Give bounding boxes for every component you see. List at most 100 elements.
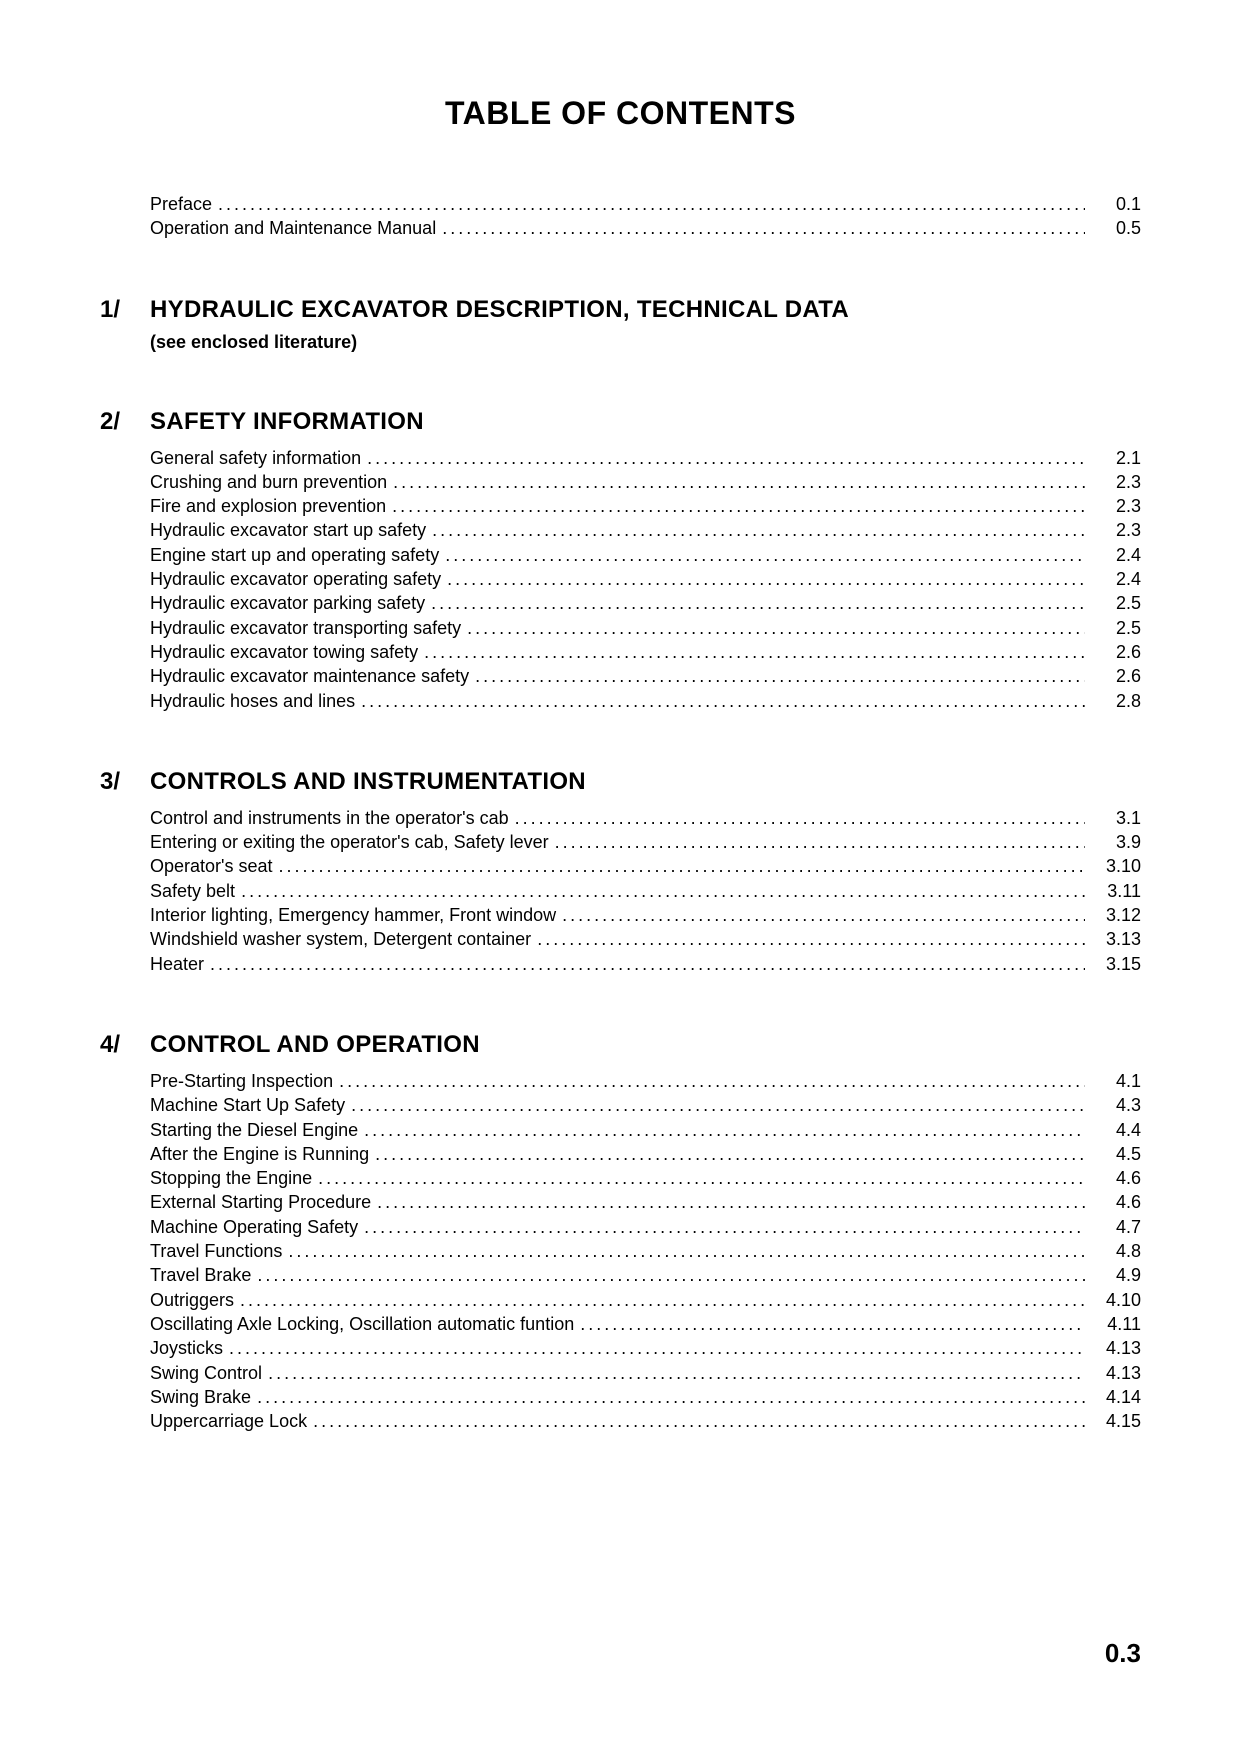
toc-row: Machine Start Up Safety.................… bbox=[150, 1093, 1141, 1117]
toc-entry-page: 3.1 bbox=[1091, 806, 1141, 830]
toc-row: Operator's seat.........................… bbox=[150, 854, 1141, 878]
toc-row: External Starting Procedure.............… bbox=[150, 1190, 1141, 1214]
section-number: 2/ bbox=[100, 408, 150, 436]
toc-entry-label: Travel Brake bbox=[150, 1263, 251, 1287]
toc-row: Starting the Diesel Engine..............… bbox=[150, 1118, 1141, 1142]
toc-leader: ........................................… bbox=[432, 518, 1085, 542]
toc-entry-page: 2.8 bbox=[1091, 689, 1141, 713]
toc-row: Joysticks...............................… bbox=[150, 1336, 1141, 1360]
toc-entry-page: 4.13 bbox=[1091, 1336, 1141, 1360]
toc-entry-label: Engine start up and operating safety bbox=[150, 543, 439, 567]
toc-entry-label: Hydraulic excavator operating safety bbox=[150, 567, 441, 591]
toc-leader: ........................................… bbox=[580, 1312, 1085, 1336]
document-title: TABLE OF CONTENTS bbox=[100, 95, 1141, 132]
toc-entry-page: 3.13 bbox=[1091, 927, 1141, 951]
toc-row: Swing Control...........................… bbox=[150, 1361, 1141, 1385]
toc-entry-page: 0.5 bbox=[1091, 216, 1141, 240]
toc-section: 4/CONTROL AND OPERATION Pre-Starting Insp… bbox=[100, 1031, 1141, 1433]
toc-entry-label: Crushing and burn prevention bbox=[150, 470, 387, 494]
toc-leader: ........................................… bbox=[367, 446, 1085, 470]
toc-entry-label: Hydraulic excavator start up safety bbox=[150, 518, 426, 542]
toc-leader: ........................................… bbox=[257, 1263, 1085, 1287]
toc-entry-label: Swing Brake bbox=[150, 1385, 251, 1409]
section-title: CONTROLS AND INSTRUMENTATION bbox=[150, 768, 586, 796]
toc-row: Safety belt.............................… bbox=[150, 879, 1141, 903]
toc-row: Machine Operating Safety................… bbox=[150, 1215, 1141, 1239]
toc-entry-page: 3.10 bbox=[1091, 854, 1141, 878]
toc-entry-label: After the Engine is Running bbox=[150, 1142, 369, 1166]
toc-leader: ........................................… bbox=[431, 591, 1085, 615]
toc-entry-label: Interior lighting, Emergency hammer, Fro… bbox=[150, 903, 556, 927]
toc-entry-label: External Starting Procedure bbox=[150, 1190, 371, 1214]
toc-leader: ........................................… bbox=[313, 1409, 1085, 1433]
toc-entry-page: 2.1 bbox=[1091, 446, 1141, 470]
section-entries: Pre-Starting Inspection.................… bbox=[150, 1069, 1141, 1433]
toc-row: Pre-Starting Inspection.................… bbox=[150, 1069, 1141, 1093]
toc-entry-label: Joysticks bbox=[150, 1336, 223, 1360]
toc-row: Engine start up and operating safety....… bbox=[150, 543, 1141, 567]
toc-row: General safety information..............… bbox=[150, 446, 1141, 470]
toc-entry-label: Operator's seat bbox=[150, 854, 273, 878]
section-number: 4/ bbox=[100, 1031, 150, 1059]
toc-row: Operation and Maintenance Manual........… bbox=[150, 216, 1141, 240]
toc-entry-label: Operation and Maintenance Manual bbox=[150, 216, 436, 240]
toc-leader: ........................................… bbox=[392, 494, 1085, 518]
toc-entry-label: Swing Control bbox=[150, 1361, 262, 1385]
toc-entry-page: 4.10 bbox=[1091, 1288, 1141, 1312]
toc-entry-page: 4.15 bbox=[1091, 1409, 1141, 1433]
toc-entry-label: Uppercarriage Lock bbox=[150, 1409, 307, 1433]
toc-row: Stopping the Engine.....................… bbox=[150, 1166, 1141, 1190]
toc-entry-label: Entering or exiting the operator's cab, … bbox=[150, 830, 549, 854]
toc-leader: ........................................… bbox=[375, 1142, 1085, 1166]
section-title: HYDRAULIC EXCAVATOR DESCRIPTION, TECHNIC… bbox=[150, 296, 849, 324]
toc-row: Fire and explosion prevention...........… bbox=[150, 494, 1141, 518]
toc-entry-page: 2.6 bbox=[1091, 664, 1141, 688]
toc-entry-label: Starting the Diesel Engine bbox=[150, 1118, 358, 1142]
toc-entry-label: Heater bbox=[150, 952, 204, 976]
section-number: 3/ bbox=[100, 768, 150, 796]
toc-leader: ........................................… bbox=[442, 216, 1085, 240]
toc-leader: ........................................… bbox=[229, 1336, 1085, 1360]
toc-entry-page: 4.8 bbox=[1091, 1239, 1141, 1263]
toc-row: Hydraulic excavator towing safety.......… bbox=[150, 640, 1141, 664]
toc-entry-label: General safety information bbox=[150, 446, 361, 470]
front-matter: Preface.................................… bbox=[150, 192, 1141, 241]
toc-leader: ........................................… bbox=[364, 1118, 1085, 1142]
toc-leader: ........................................… bbox=[537, 927, 1085, 951]
toc-leader: ........................................… bbox=[339, 1069, 1085, 1093]
toc-row: Windshield washer system, Detergent cont… bbox=[150, 927, 1141, 951]
toc-entry-label: Outriggers bbox=[150, 1288, 234, 1312]
toc-leader: ........................................… bbox=[241, 879, 1085, 903]
toc-leader: ........................................… bbox=[515, 806, 1085, 830]
toc-leader: ........................................… bbox=[240, 1288, 1085, 1312]
toc-row: After the Engine is Running.............… bbox=[150, 1142, 1141, 1166]
toc-entry-label: Hydraulic excavator parking safety bbox=[150, 591, 425, 615]
toc-row: Oscillating Axle Locking, Oscillation au… bbox=[150, 1312, 1141, 1336]
toc-entry-page: 2.3 bbox=[1091, 518, 1141, 542]
toc-entry-label: Fire and explosion prevention bbox=[150, 494, 386, 518]
section-header: 3/CONTROLS AND INSTRUMENTATION bbox=[100, 768, 1141, 796]
toc-section: 1/HYDRAULIC EXCAVATOR DESCRIPTION, TECHN… bbox=[100, 296, 1141, 353]
section-header: 4/CONTROL AND OPERATION bbox=[100, 1031, 1141, 1059]
toc-entry-label: Oscillating Axle Locking, Oscillation au… bbox=[150, 1312, 574, 1336]
toc-leader: ........................................… bbox=[393, 470, 1085, 494]
toc-row: Entering or exiting the operator's cab, … bbox=[150, 830, 1141, 854]
toc-entry-page: 4.1 bbox=[1091, 1069, 1141, 1093]
toc-entry-page: 4.5 bbox=[1091, 1142, 1141, 1166]
toc-entry-page: 2.4 bbox=[1091, 543, 1141, 567]
toc-entry-page: 4.3 bbox=[1091, 1093, 1141, 1117]
toc-section: 3/CONTROLS AND INSTRUMENTATIONControl an… bbox=[100, 768, 1141, 976]
toc-entry-page: 2.3 bbox=[1091, 470, 1141, 494]
toc-entry-label: Travel Functions bbox=[150, 1239, 282, 1263]
page-number: 0.3 bbox=[1105, 1638, 1141, 1669]
sections-container: 1/HYDRAULIC EXCAVATOR DESCRIPTION, TECHN… bbox=[100, 296, 1141, 1434]
toc-entry-page: 2.3 bbox=[1091, 494, 1141, 518]
toc-row: Travel Brake............................… bbox=[150, 1263, 1141, 1287]
toc-entry-page: 4.6 bbox=[1091, 1166, 1141, 1190]
toc-row: Uppercarriage Lock......................… bbox=[150, 1409, 1141, 1433]
toc-row: Hydraulic excavator operating safety....… bbox=[150, 567, 1141, 591]
section-entries: General safety information..............… bbox=[150, 446, 1141, 713]
toc-leader: ........................................… bbox=[257, 1385, 1085, 1409]
toc-entry-label: Hydraulic excavator transporting safety bbox=[150, 616, 461, 640]
toc-leader: ........................................… bbox=[351, 1093, 1085, 1117]
